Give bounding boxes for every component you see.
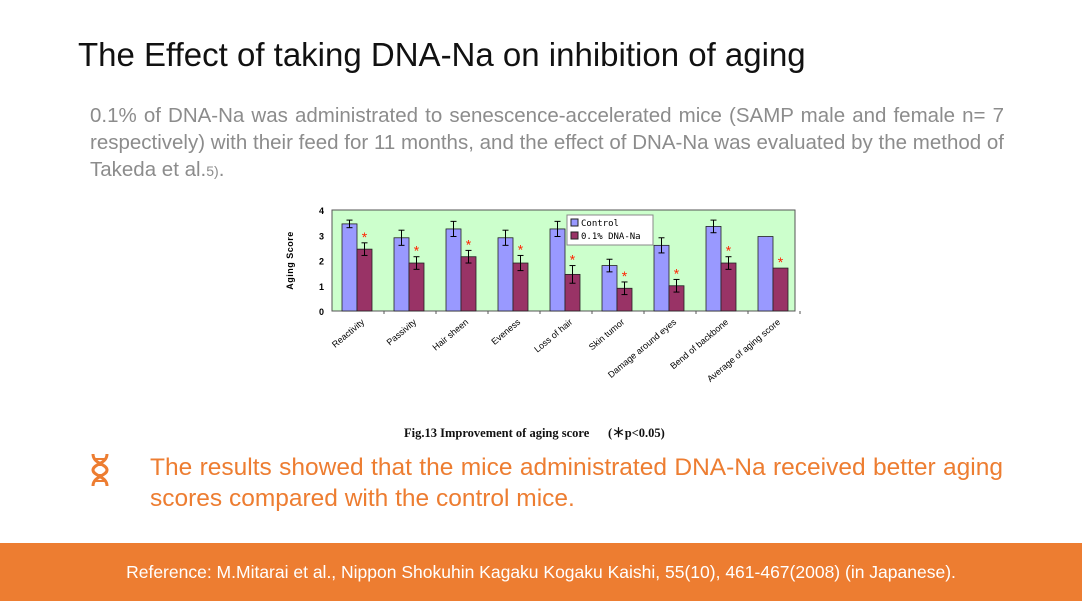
significance-marker: * (518, 241, 524, 257)
legend-label: Control (581, 219, 619, 229)
legend-label: 0.1% DNA-Na (581, 232, 641, 242)
bar-control (497, 237, 514, 312)
bar-control (601, 265, 618, 312)
bar-control (445, 228, 462, 312)
significance-marker: * (622, 268, 628, 284)
significance-marker: * (726, 243, 732, 259)
bar-control (653, 244, 670, 312)
x-tick-label: Hair sheen (431, 317, 471, 353)
x-tick-label: Eveness (489, 317, 522, 347)
bar-control (757, 236, 774, 312)
result-text: The results showed that the mice adminis… (150, 454, 1003, 512)
dna-icon (91, 453, 109, 487)
bar-dna-na (408, 262, 425, 312)
significance-marker: * (414, 243, 420, 259)
y-tick-label: 3 (319, 231, 324, 241)
legend (566, 214, 654, 246)
y-tick-label: 4 (319, 206, 324, 216)
x-tick-label: Passivity (385, 317, 419, 348)
bar-dna-na (720, 262, 737, 312)
legend-swatch (570, 231, 579, 240)
significance-marker: * (674, 265, 680, 281)
significance-marker: * (466, 236, 472, 252)
reference-footer: Reference: M.Mitarai et al., Nippon Shok… (0, 543, 1082, 601)
bar-control (549, 228, 566, 312)
intro-body: 0.1% of DNA-Na was administrated to sene… (90, 104, 1004, 181)
y-tick-label: 0 (319, 307, 324, 317)
reference-text: Reference: M.Mitarai et al., Nippon Shok… (126, 561, 956, 582)
intro-text: 0.1% of DNA-Na was administrated to sene… (90, 102, 1004, 185)
significance-marker: * (362, 229, 368, 245)
intro-ref: 5) (206, 163, 219, 179)
bar-control (393, 237, 410, 312)
significance-marker: * (570, 252, 576, 268)
slide-title: The Effect of taking DNA-Na on inhibitio… (78, 36, 806, 73)
bar-control (341, 223, 358, 312)
legend-swatch (570, 218, 579, 227)
bar-dna-na (772, 267, 789, 312)
bar-dna-na (356, 248, 373, 312)
y-tick-label: 1 (319, 282, 324, 292)
bar-control (705, 226, 722, 312)
bar-dna-na (460, 256, 477, 312)
x-tick-label: Reactivity (330, 317, 367, 350)
y-tick-label: 2 (319, 257, 324, 267)
significance-marker: * (778, 254, 784, 270)
x-tick-label: Skin tumor (587, 317, 626, 352)
y-axis-label: Aging Score (285, 231, 295, 290)
figure-caption: Fig.13 Improvement of aging score (＊p<0.… (404, 426, 665, 440)
x-tick-label: Loss of hair (532, 317, 574, 355)
intro-end: . (218, 158, 225, 181)
